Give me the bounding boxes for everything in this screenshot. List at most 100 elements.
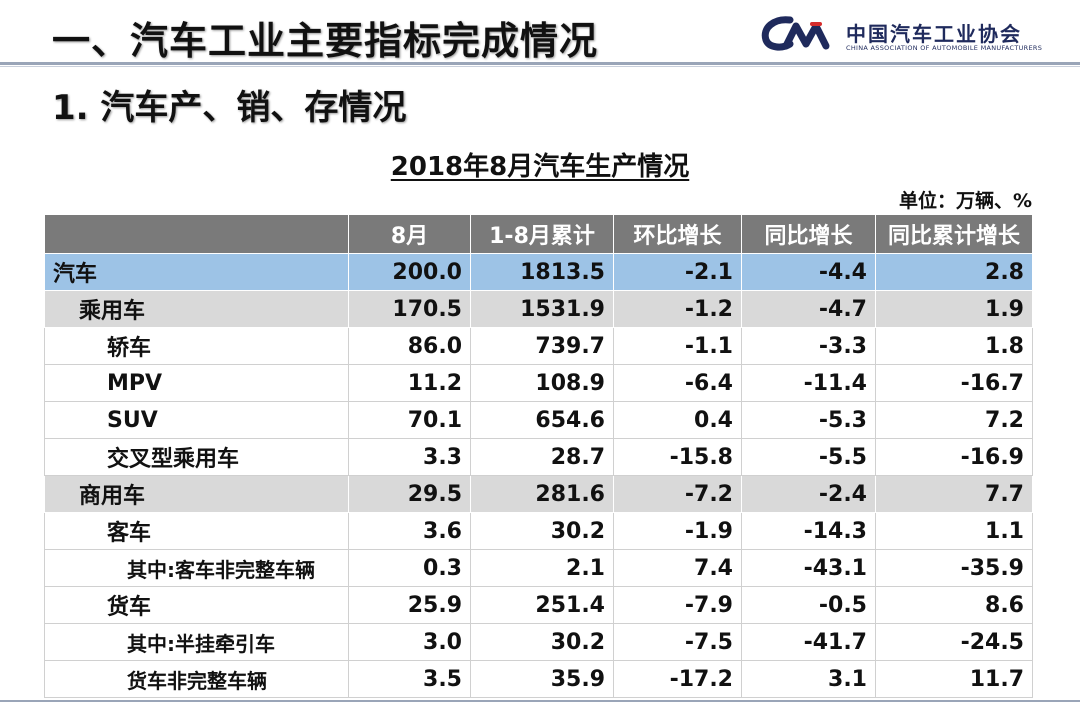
table-cell: -14.3	[741, 512, 876, 550]
row-label: 其中:客车非完整车辆	[44, 549, 349, 587]
table-row: 其中:客车非完整车辆 0.3 2.1 7.4 -43.1 -35.9	[44, 549, 1033, 587]
column-header: 同比增长	[741, 214, 876, 254]
table-cell: 1531.9	[470, 290, 614, 328]
table-cell: -11.4	[741, 364, 876, 402]
table-cell: -5.5	[741, 438, 876, 476]
column-header: 同比累计增长	[875, 214, 1033, 254]
table-cell: 1813.5	[470, 253, 614, 291]
table-row: 商用车 29.5 281.6 -7.2 -2.4 7.7	[44, 475, 1033, 513]
table-cell: 251.4	[470, 586, 614, 624]
table-cell: -2.4	[741, 475, 876, 513]
column-header: 1-8月累计	[470, 214, 614, 254]
table-cell: 654.6	[470, 401, 614, 439]
row-label: 其中:半挂牵引车	[44, 623, 349, 661]
table-cell: -41.7	[741, 623, 876, 661]
slide-title: 一、汽车工业主要指标完成情况	[52, 19, 599, 63]
table-cell: -43.1	[741, 549, 876, 587]
table-cell: 108.9	[470, 364, 614, 402]
table-cell: -7.5	[613, 623, 742, 661]
table-cell: 3.3	[348, 438, 471, 476]
row-label: MPV	[44, 364, 349, 402]
table-cell: -3.3	[741, 327, 876, 365]
caam-logo: 中国汽车工业协会 CHINA ASSOCIATION OF AUTOMOBILE…	[760, 14, 1060, 58]
table-cell: 25.9	[348, 586, 471, 624]
table-cell: -15.8	[613, 438, 742, 476]
logo-chinese-name: 中国汽车工业协会	[846, 22, 1022, 46]
table-row: 货车 25.9 251.4 -7.9 -0.5 8.6	[44, 586, 1033, 624]
table-cell: 7.4	[613, 549, 742, 587]
table-body: 汽车 200.0 1813.5 -2.1 -4.4 2.8 乘用车 170.5 1531.9 -1…	[44, 253, 1033, 698]
row-label: SUV	[44, 401, 349, 439]
table-cell: 0.3	[348, 549, 471, 587]
header-divider	[0, 62, 1080, 65]
table-cell: 11.2	[348, 364, 471, 402]
table-cell: -35.9	[875, 549, 1033, 587]
table-cell: -1.9	[613, 512, 742, 550]
caam-logo-icon	[761, 16, 830, 51]
table-row: 轿车 86.0 739.7 -1.1 -3.3 1.8	[44, 327, 1033, 365]
column-header: 8月	[348, 214, 471, 254]
table-cell: 0.4	[613, 401, 742, 439]
table-cell: 29.5	[348, 475, 471, 513]
table-cell: -7.9	[613, 586, 742, 624]
table-title: 2018年8月汽车生产情况	[390, 152, 690, 182]
table-cell: -5.3	[741, 401, 876, 439]
table-cell: -2.1	[613, 253, 742, 291]
table-cell: 3.1	[741, 660, 876, 698]
section-title: 1. 汽车产、销、存情况	[52, 88, 407, 128]
table-cell: 7.7	[875, 475, 1033, 513]
table-cell: 35.9	[470, 660, 614, 698]
column-header: 环比增长	[613, 214, 742, 254]
table-cell: 11.7	[875, 660, 1033, 698]
table-cell: -17.2	[613, 660, 742, 698]
table-row: 货车非完整车辆 3.5 35.9 -17.2 3.1 11.7	[44, 660, 1033, 698]
table-cell: 170.5	[348, 290, 471, 328]
row-label: 货车	[44, 586, 349, 624]
table-row: 汽车 200.0 1813.5 -2.1 -4.4 2.8	[44, 253, 1033, 291]
table-row: 交叉型乘用车 3.3 28.7 -15.8 -5.5 -16.9	[44, 438, 1033, 476]
table-cell: 1.8	[875, 327, 1033, 365]
table-cell: 28.7	[470, 438, 614, 476]
table-cell: 281.6	[470, 475, 614, 513]
production-table: 8月 1-8月累计 环比增长 同比增长 同比累计增长 汽车 200.0 1813.5…	[44, 214, 1033, 698]
row-label: 轿车	[44, 327, 349, 365]
table-row: MPV 11.2 108.9 -6.4 -11.4 -16.7	[44, 364, 1033, 402]
table-cell: -24.5	[875, 623, 1033, 661]
table-cell: 70.1	[348, 401, 471, 439]
table-cell: 1.1	[875, 512, 1033, 550]
table-row: 客车 3.6 30.2 -1.9 -14.3 1.1	[44, 512, 1033, 550]
table-cell: -4.7	[741, 290, 876, 328]
footer-divider	[0, 700, 1080, 702]
header-divider-thin	[0, 66, 1080, 67]
table-cell: 3.6	[348, 512, 471, 550]
table-cell: -16.9	[875, 438, 1033, 476]
table-cell: 86.0	[348, 327, 471, 365]
table-row: 乘用车 170.5 1531.9 -1.2 -4.7 1.9	[44, 290, 1033, 328]
table-cell: 7.2	[875, 401, 1033, 439]
table-header-row: 8月 1-8月累计 环比增长 同比增长 同比累计增长	[44, 214, 1033, 254]
table-cell: 2.8	[875, 253, 1033, 291]
table-cell: -6.4	[613, 364, 742, 402]
table-cell: -4.4	[741, 253, 876, 291]
table-cell: 30.2	[470, 512, 614, 550]
table-cell: 739.7	[470, 327, 614, 365]
table-cell: -0.5	[741, 586, 876, 624]
table-title-wrap: 2018年8月汽车生产情况	[0, 146, 1080, 183]
row-label: 客车	[44, 512, 349, 550]
row-label: 交叉型乘用车	[44, 438, 349, 476]
column-header	[44, 214, 349, 254]
table-cell: 2.1	[470, 549, 614, 587]
table-row: 其中:半挂牵引车 3.0 30.2 -7.5 -41.7 -24.5	[44, 623, 1033, 661]
row-label: 汽车	[44, 253, 349, 291]
logo-english-name: CHINA ASSOCIATION OF AUTOMOBILE MANUFACT…	[846, 44, 1043, 52]
table-row: SUV 70.1 654.6 0.4 -5.3 7.2	[44, 401, 1033, 439]
table-cell: 1.9	[875, 290, 1033, 328]
table-cell: -16.7	[875, 364, 1033, 402]
table-cell: 3.5	[348, 660, 471, 698]
table-cell: 8.6	[875, 586, 1033, 624]
table-cell: 3.0	[348, 623, 471, 661]
row-label: 货车非完整车辆	[44, 660, 349, 698]
row-label: 乘用车	[44, 290, 349, 328]
row-label: 商用车	[44, 475, 349, 513]
table-cell: -1.2	[613, 290, 742, 328]
